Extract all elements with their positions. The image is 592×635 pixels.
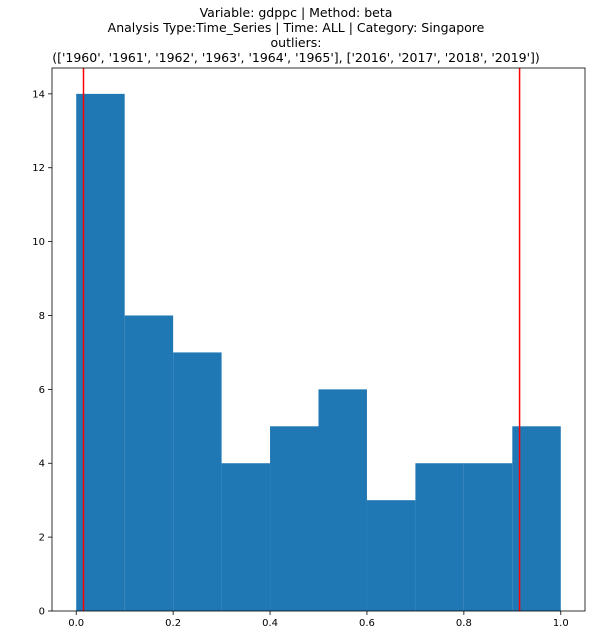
histogram-bar [221, 463, 271, 611]
histogram-bar [415, 463, 464, 611]
outlier-lines-layer [82, 68, 521, 611]
chart-title-line-3: outliers: [270, 35, 322, 50]
histogram-bar [366, 500, 416, 611]
chart-title-line-1: Variable: gdppc | Method: beta [199, 5, 393, 20]
x-tick-label: 0.4 [262, 618, 278, 629]
y-tick-label: 8 [39, 311, 45, 322]
y-tick-label: 10 [32, 237, 45, 248]
x-tick-label: 0.0 [68, 618, 84, 629]
x-tick-label: 0.6 [359, 618, 375, 629]
x-tick-label: 1.0 [553, 618, 569, 629]
axes-layer: 0.0 0.2 0.4 0.6 0.8 1.0 0 2 4 6 8 10 12 14 [32, 67, 586, 629]
histogram-bar [463, 463, 513, 611]
x-tick-label: 0.8 [456, 618, 472, 629]
y-tick-label: 14 [32, 89, 45, 100]
histogram-bar [318, 389, 367, 611]
histogram-bar [173, 352, 222, 611]
bars-layer [76, 93, 561, 612]
histogram-bar [512, 426, 561, 611]
histogram-bar [76, 93, 125, 612]
y-tick-label: 4 [39, 459, 45, 470]
plot-frame [51, 67, 586, 612]
y-tick-label: 12 [32, 163, 45, 174]
histogram-bar [270, 426, 319, 611]
chart-title-line-2: Analysis Type:Time_Series | Time: ALL | … [107, 20, 485, 35]
x-tick-label: 0.2 [165, 618, 181, 629]
y-tick-label: 6 [39, 385, 45, 396]
y-tick-label: 0 [39, 607, 45, 618]
chart-title-line-4: (['1960', '1961', '1962', '1963', '1964'… [52, 50, 540, 65]
y-tick-label: 2 [39, 533, 45, 544]
histogram-bar [124, 315, 174, 611]
